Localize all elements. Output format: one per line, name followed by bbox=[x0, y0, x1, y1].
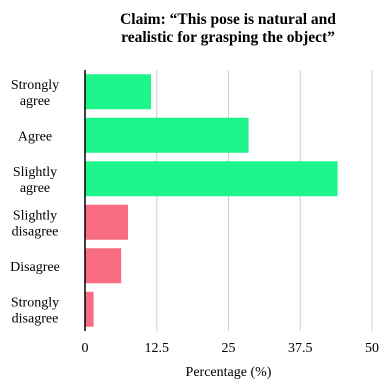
x-tick-label: 50 bbox=[365, 341, 379, 356]
chart-title-line: realistic for grasping the object” bbox=[121, 29, 335, 46]
chart-title-line: Claim: “This pose is natural and bbox=[120, 11, 336, 28]
category-label: Slightly bbox=[13, 208, 57, 223]
x-tick-label: 25 bbox=[222, 341, 236, 356]
category-label: agree bbox=[20, 181, 50, 196]
x-tick-labels: 0 12.5 25 37.5 50 bbox=[82, 341, 380, 356]
bars bbox=[85, 74, 338, 327]
bar bbox=[85, 204, 129, 240]
x-tick-label: 0 bbox=[82, 341, 89, 356]
category-label: disagree bbox=[12, 311, 59, 326]
grid-lines bbox=[156, 70, 373, 331]
bar bbox=[85, 74, 152, 110]
category-label: Agree bbox=[18, 129, 52, 144]
category-label: Strongly bbox=[11, 295, 59, 310]
x-axis-label: Percentage (%) bbox=[186, 365, 272, 380]
bar bbox=[85, 117, 249, 153]
category-label: Disagree bbox=[10, 260, 60, 275]
bar bbox=[85, 161, 338, 197]
x-tick-label: 12.5 bbox=[145, 341, 170, 356]
x-tick-label: 37.5 bbox=[288, 341, 313, 356]
bar bbox=[85, 291, 94, 327]
bar bbox=[85, 248, 122, 284]
category-label: Strongly bbox=[11, 78, 59, 93]
chart-title: Claim: “This pose is natural andrealisti… bbox=[120, 11, 336, 46]
category-label: agree bbox=[20, 94, 50, 109]
category-label: disagree bbox=[12, 224, 59, 239]
category-label: Slightly bbox=[13, 165, 57, 180]
category-labels: StronglyagreeAgreeSlightlyagreeSlightlyd… bbox=[10, 78, 60, 327]
